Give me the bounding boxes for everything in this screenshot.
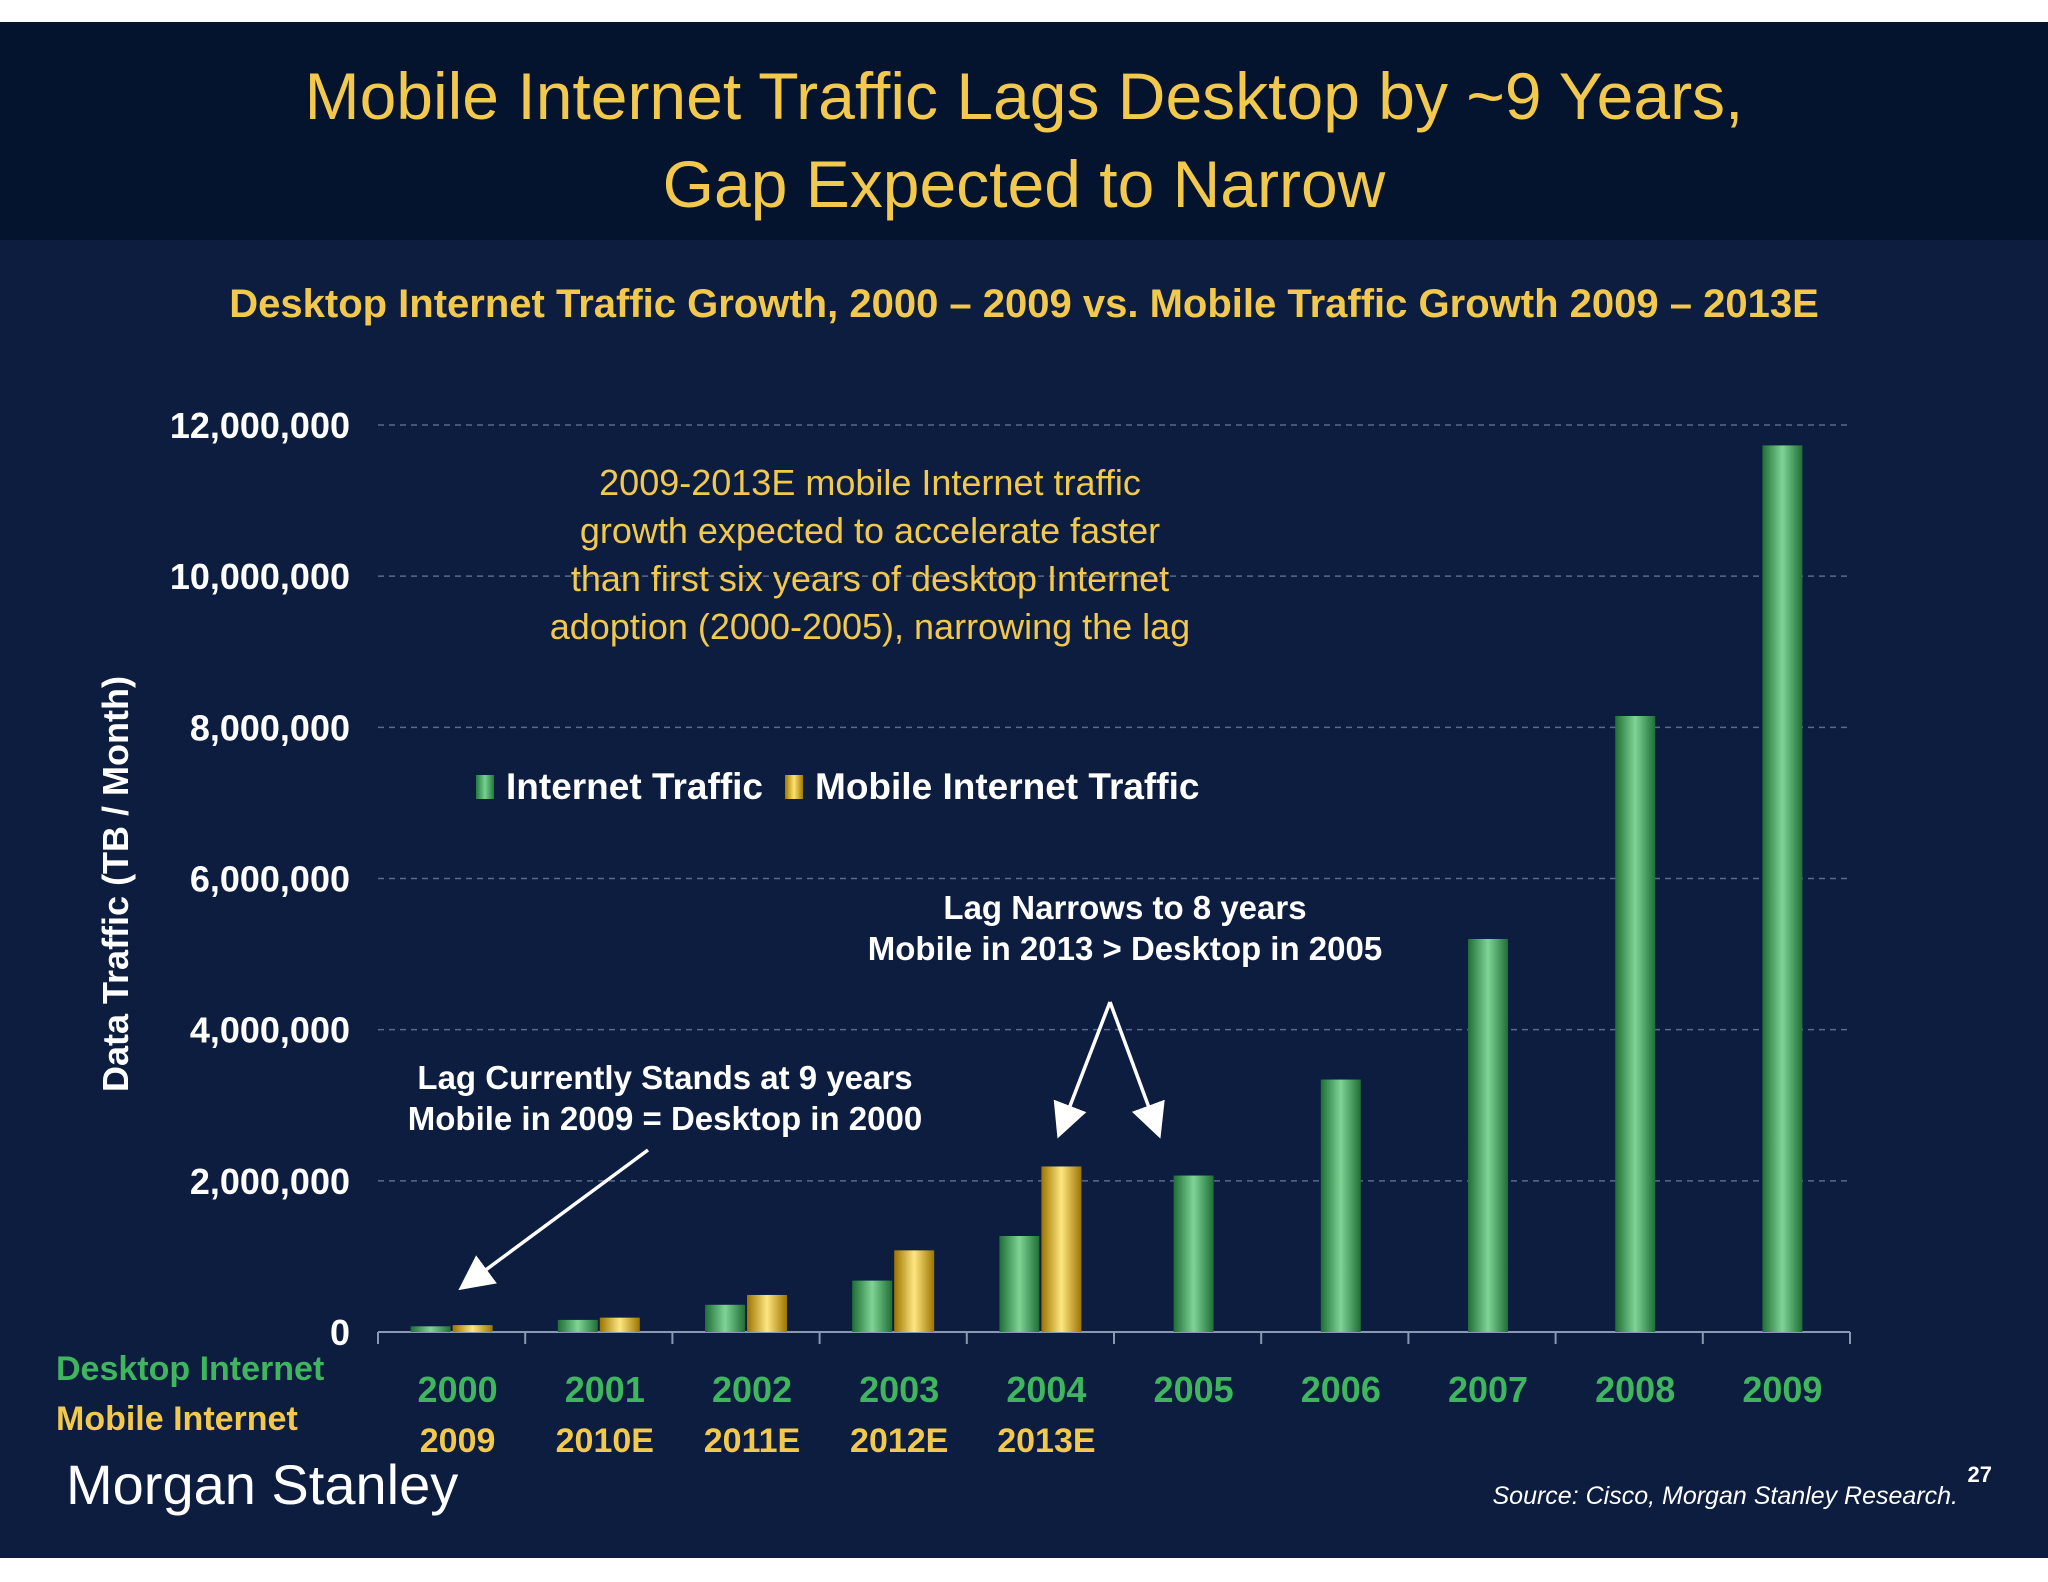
y-tick-label: 10,000,000: [170, 556, 350, 597]
x-tick-label-desktop: 2007: [1448, 1369, 1528, 1410]
growth-annotation-line: adoption (2000-2005), narrowing the lag: [549, 606, 1191, 647]
slide-header: [0, 22, 2048, 240]
bar-internet-traffic: [1468, 938, 1508, 1332]
x-tick-label-mobile: 2011E: [704, 1422, 800, 1460]
callout-lag-narrows: Lag Narrows to 8 years Mobile in 2013 > …: [800, 887, 1450, 969]
growth-annotation-line: than first six years of desktop Internet: [570, 558, 1170, 599]
x-tick-label-desktop: 2006: [1301, 1369, 1381, 1410]
x-tick-label-desktop: 2009: [1742, 1369, 1822, 1410]
chart-title: Desktop Internet Traffic Growth, 2000 – …: [229, 282, 1819, 326]
bar-internet-traffic: [999, 1236, 1040, 1332]
callout-lag-current: Lag Currently Stands at 9 years Mobile i…: [340, 1057, 990, 1139]
x-tick-label-desktop: 2005: [1154, 1369, 1234, 1410]
legend-swatch-green: [476, 775, 494, 799]
y-tick-label: 6,000,000: [190, 859, 350, 900]
title-line-2: Gap Expected to Narrow: [662, 147, 1386, 221]
arrow-lag-narrows-right: [1108, 1001, 1165, 1139]
bar-internet-traffic: [1173, 1175, 1214, 1332]
x-tick-label-desktop: 2000: [418, 1369, 498, 1410]
bar-internet-traffic: [852, 1280, 893, 1332]
bar-internet-traffic: [705, 1304, 745, 1332]
source-note: Source: Cisco, Morgan Stanley Research.: [1492, 1482, 1959, 1510]
y-tick-label: 12,000,000: [170, 405, 350, 446]
chart-legend: Internet Traffic Mobile Internet Traffic: [476, 762, 1221, 812]
x-tick-label-desktop: 2004: [1006, 1369, 1086, 1410]
arrow-lag-narrows-left: [1053, 1001, 1112, 1139]
bar-internet-traffic: [1762, 445, 1803, 1333]
growth-annotation: 2009-2013E mobile Internet traffic growt…: [460, 459, 1280, 651]
growth-annotation-line: 2009-2013E mobile Internet traffic: [599, 462, 1141, 503]
legend-item-internet-traffic: Internet Traffic: [476, 766, 763, 808]
bar-mobile-internet-traffic: [599, 1317, 640, 1332]
slide-title: Mobile Internet Traffic Lags Desktop by …: [0, 52, 2048, 228]
y-tick-label: 0: [330, 1312, 350, 1353]
legend-item-mobile-internet-traffic: Mobile Internet Traffic: [785, 766, 1199, 808]
x-tick-label-mobile: 2009: [420, 1422, 496, 1460]
bar-internet-traffic: [1320, 1079, 1361, 1332]
x-tick-label-desktop: 2002: [712, 1369, 792, 1410]
bar-internet-traffic: [410, 1326, 451, 1332]
callout-line: Mobile in 2013 > Desktop in 2005: [867, 930, 1383, 967]
x-tick-label-desktop: 2001: [565, 1369, 645, 1410]
legend-label: Mobile Internet Traffic: [815, 766, 1200, 807]
x-tick-label-desktop: 2003: [859, 1369, 939, 1410]
bar-mobile-internet-traffic: [1041, 1166, 1082, 1332]
x-tick-label-desktop: 2008: [1595, 1369, 1675, 1410]
bar-internet-traffic: [557, 1319, 598, 1332]
bar-internet-traffic: [1615, 715, 1656, 1332]
x-tick-label-mobile: 2010E: [556, 1422, 654, 1460]
bar-mobile-internet-traffic: [747, 1294, 787, 1332]
callout-line: Lag Narrows to 8 years: [943, 889, 1307, 926]
morgan-stanley-logo: Morgan Stanley: [66, 1453, 459, 1516]
bar-mobile-internet-traffic: [894, 1250, 935, 1332]
x-tick-label-mobile: 2012E: [850, 1422, 948, 1460]
title-line-1: Mobile Internet Traffic Lags Desktop by …: [304, 59, 1744, 133]
page-number: 27: [1967, 1462, 1992, 1487]
y-tick-label: 4,000,000: [190, 1010, 350, 1051]
row-label-desktop: Desktop Internet: [56, 1350, 325, 1388]
y-axis-label: Data Traffic (TB / Month): [95, 676, 136, 1092]
y-tick-label: 2,000,000: [190, 1161, 350, 1202]
arrow-lag-current: [458, 1148, 650, 1291]
y-tick-label: 8,000,000: [190, 707, 350, 748]
bar-chart: 0 2,000,000 4,000,000 6,000,000 8,000,000 10,…: [95, 405, 1851, 1460]
row-label-mobile: Mobile Internet: [56, 1400, 298, 1438]
bar-mobile-internet-traffic: [452, 1325, 493, 1332]
callout-line: Mobile in 2009 = Desktop in 2000: [407, 1100, 923, 1137]
slide: Mobile Internet Traffic Lags Desktop by …: [0, 22, 2048, 1558]
x-tick-label-mobile: 2013E: [997, 1422, 1095, 1460]
callout-line: Lag Currently Stands at 9 years: [417, 1059, 913, 1096]
legend-swatch-gold: [785, 775, 803, 799]
growth-annotation-line: growth expected to accelerate faster: [579, 510, 1161, 551]
legend-label: Internet Traffic: [506, 766, 763, 807]
